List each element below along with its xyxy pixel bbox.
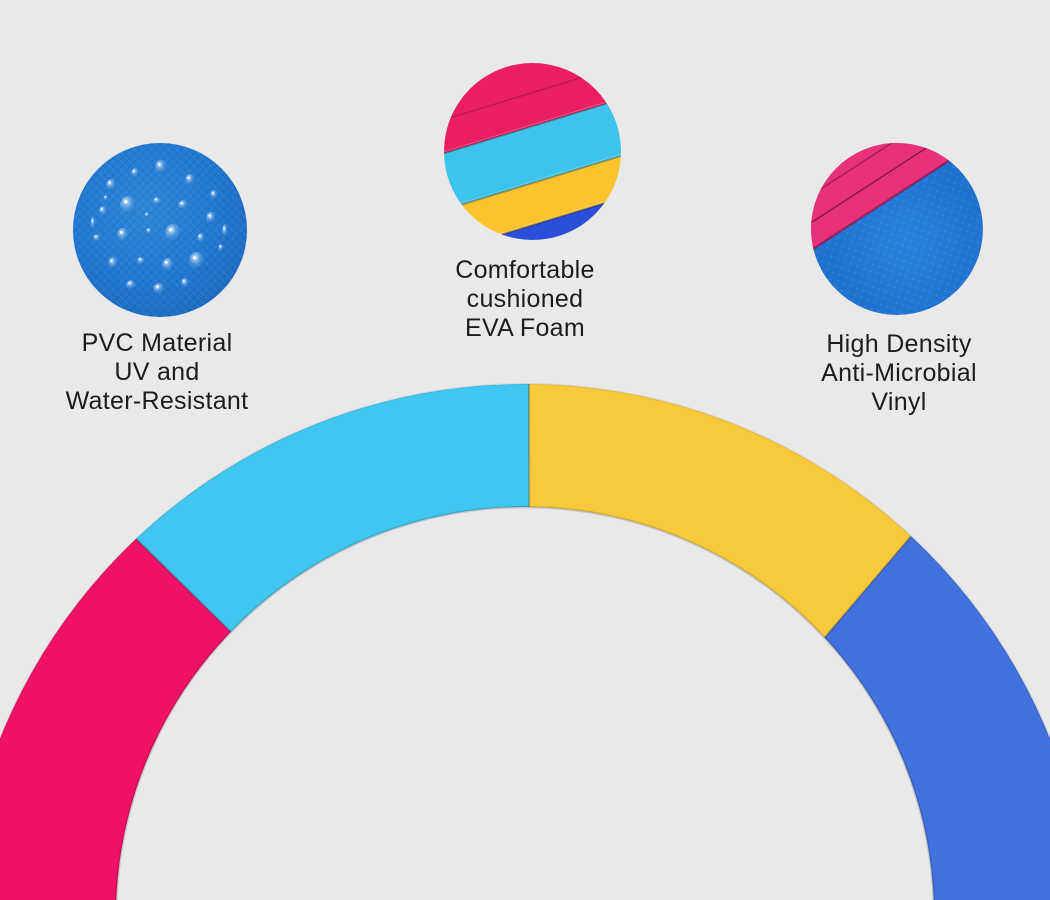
band-fold-edge <box>811 143 983 299</box>
pad-outer-edge <box>0 383 1050 742</box>
foam-seam <box>444 128 621 233</box>
caption-line: UV and <box>114 358 200 386</box>
pad-seam <box>823 535 912 639</box>
caption-line: High Density <box>826 330 972 358</box>
foam-layer-pink <box>444 63 621 180</box>
caption-vinyl: High Density Anti-Microbial Vinyl <box>759 330 1039 417</box>
foam-stitch-line <box>444 63 621 150</box>
caption-line: cushioned <box>466 285 584 313</box>
pad-segment-blue <box>824 536 1050 900</box>
fabric-weave-texture <box>73 143 247 317</box>
band-stitch-line <box>811 143 983 280</box>
foam-seam <box>444 76 621 181</box>
vinyl-pink-band <box>811 143 983 299</box>
caption-line: Anti-Microbial <box>821 359 977 387</box>
caption-line: EVA Foam <box>464 314 586 342</box>
pad-inner-edge-shadow <box>115 505 935 900</box>
foam-layers <box>444 63 621 240</box>
foam-seam <box>444 166 621 240</box>
vinyl-stitch-swatch-icon <box>811 143 983 315</box>
pad-seam <box>135 538 232 633</box>
caption-line: Water-Resistant <box>65 387 249 415</box>
caption-pvc-material: PVC Material UV and Water-Resistant <box>17 329 297 416</box>
foam-layers-swatch-icon <box>444 63 621 240</box>
pad-segment-cyan <box>136 383 530 632</box>
caption-line: Vinyl <box>871 388 927 416</box>
pad-segment-yellow <box>529 384 911 638</box>
pad-segment-pink <box>0 538 231 900</box>
water-droplets <box>90 160 228 295</box>
band-stitch-line <box>811 143 983 260</box>
caption-eva-foam: Comfortable cushioned EVA Foam <box>385 256 665 343</box>
caption-line: PVC Material <box>81 329 233 357</box>
water-droplets-swatch-icon <box>73 143 247 317</box>
caption-line: Comfortable <box>455 256 595 284</box>
